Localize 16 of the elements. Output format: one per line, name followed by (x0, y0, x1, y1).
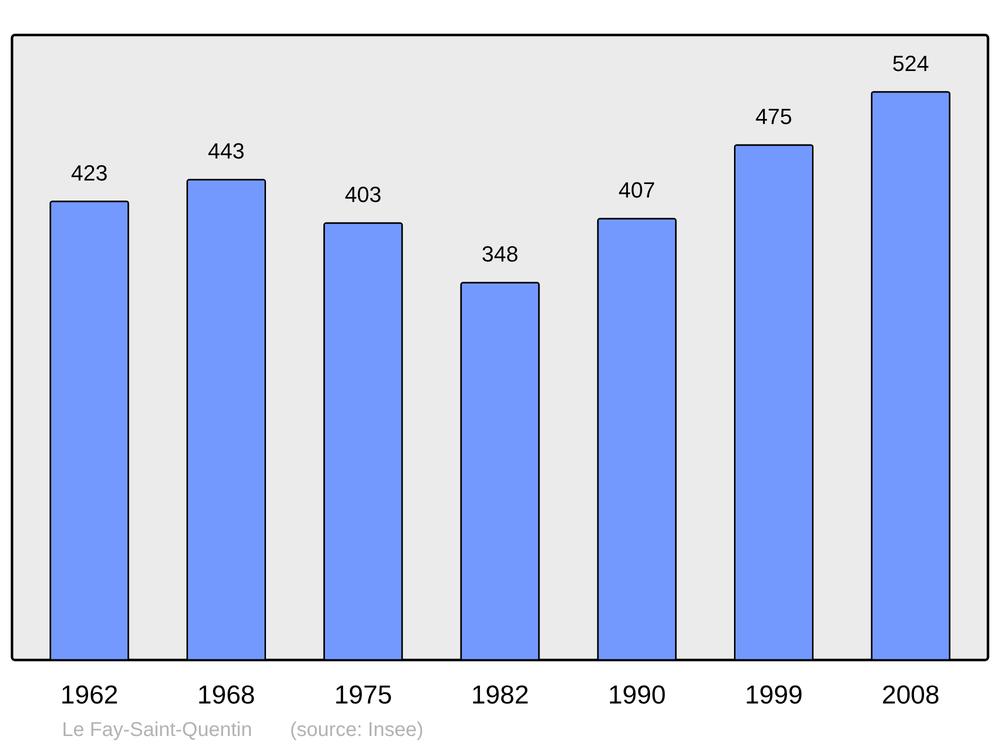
data-label: 443 (208, 138, 245, 164)
x-tick-label: 1962 (60, 680, 118, 710)
data-label: 475 (755, 104, 792, 129)
x-tick-label: 1999 (744, 680, 803, 710)
text: Le Fay-Saint-Quentin (62, 719, 252, 741)
x-tick-label: 1968 (197, 680, 256, 710)
data-label: 403 (344, 182, 382, 208)
text: (source: Insee) (290, 719, 424, 741)
data-label: 524 (892, 50, 930, 76)
data-label: 348 (482, 242, 518, 267)
data-label: 423 (70, 160, 108, 186)
data-label: 407 (618, 178, 656, 203)
x-tick-label: 1982 (471, 680, 529, 710)
x-tick-label: 1990 (608, 680, 666, 710)
x-tick-label: 2008 (882, 680, 940, 710)
x-tick-label: 1975 (334, 680, 392, 710)
